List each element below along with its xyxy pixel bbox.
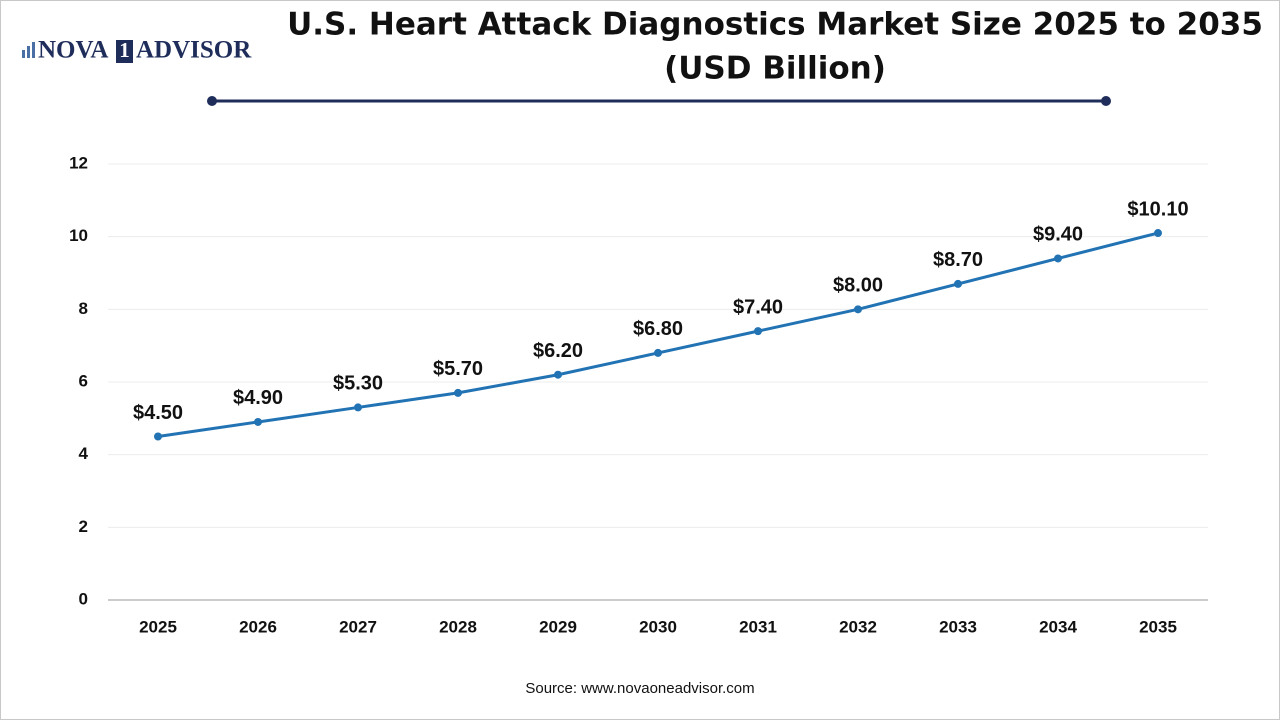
- value-label: $6.20: [533, 340, 583, 362]
- value-label: $4.90: [233, 387, 283, 409]
- x-tick-label: 2034: [1039, 617, 1077, 636]
- x-tick-label: 2030: [639, 617, 677, 636]
- value-label: $8.00: [833, 275, 883, 297]
- point: [754, 327, 762, 336]
- value-label: $10.10: [1127, 198, 1188, 220]
- chart-title: (USD Billion): [664, 51, 886, 87]
- x-tick-label: 2031: [739, 617, 777, 636]
- point: [154, 432, 162, 441]
- x-tick-label: 2028: [439, 617, 477, 636]
- value-label: $8.70: [933, 249, 983, 271]
- x-tick-label: 2027: [339, 617, 377, 636]
- point: [954, 279, 962, 288]
- logo-text: ADVISOR: [136, 37, 252, 64]
- source: Source: www.novaoneadvisor.com: [525, 680, 754, 697]
- point: [854, 305, 862, 314]
- y-tick-label: 10: [69, 226, 88, 245]
- point: [1054, 254, 1062, 263]
- logo-text: 1: [119, 38, 130, 62]
- value-label: $7.40: [733, 296, 783, 318]
- y-tick-label: 2: [79, 517, 88, 536]
- x-tick-label: 2026: [239, 617, 277, 636]
- point: [254, 417, 262, 426]
- y-tick-label: 8: [79, 299, 88, 318]
- y-tick-label: 6: [79, 371, 88, 390]
- point: [354, 403, 362, 412]
- y-tick-label: 4: [79, 444, 89, 463]
- x-tick-label: 2029: [539, 617, 577, 636]
- x-tick-label: 2035: [1139, 617, 1177, 636]
- value-label: $4.50: [133, 402, 183, 424]
- point: [454, 388, 462, 397]
- point: [654, 348, 662, 357]
- value-label: $5.70: [433, 358, 483, 380]
- value-label: $6.80: [633, 318, 683, 340]
- chart-title: U.S. Heart Attack Diagnostics Market Siz…: [287, 7, 1263, 43]
- point: [554, 370, 562, 379]
- point: [1154, 229, 1162, 238]
- value-label: $5.30: [333, 373, 383, 395]
- x-tick-label: 2032: [839, 617, 877, 636]
- x-tick-label: 2033: [939, 617, 977, 636]
- y-tick-label: 0: [79, 589, 88, 608]
- y-tick-label: 12: [69, 153, 88, 172]
- logo-text: NOVA: [38, 37, 108, 64]
- logo: NOVA 1 ADVISOR: [22, 37, 252, 64]
- x-tick-label: 2025: [139, 617, 177, 636]
- value-label: $9.40: [1033, 224, 1083, 246]
- title-rule: [207, 96, 1111, 106]
